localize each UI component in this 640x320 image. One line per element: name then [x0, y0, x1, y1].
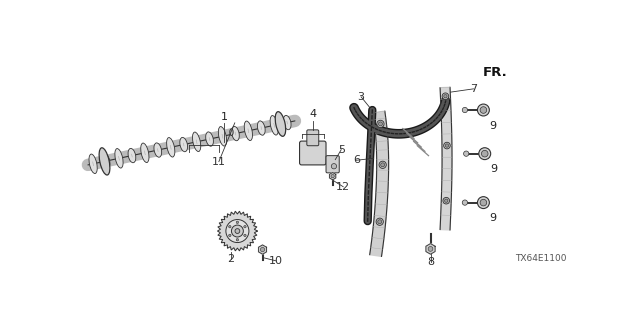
Circle shape: [442, 93, 449, 100]
Ellipse shape: [99, 148, 110, 175]
Circle shape: [443, 197, 449, 204]
Circle shape: [232, 225, 243, 237]
Text: 1: 1: [221, 112, 228, 122]
Circle shape: [226, 220, 249, 243]
Text: TX64E1100: TX64E1100: [515, 254, 566, 263]
Ellipse shape: [232, 126, 239, 141]
Text: 11: 11: [212, 156, 226, 167]
Circle shape: [481, 150, 488, 157]
Circle shape: [477, 197, 490, 209]
Circle shape: [444, 142, 451, 149]
Ellipse shape: [244, 121, 252, 140]
Ellipse shape: [115, 148, 123, 168]
Ellipse shape: [166, 138, 175, 157]
Circle shape: [445, 199, 448, 202]
Circle shape: [462, 108, 468, 113]
Ellipse shape: [141, 143, 149, 163]
Circle shape: [228, 226, 231, 228]
Ellipse shape: [218, 127, 227, 146]
Polygon shape: [426, 244, 435, 254]
Circle shape: [244, 226, 246, 228]
Polygon shape: [259, 245, 266, 254]
Text: 2: 2: [227, 254, 234, 264]
Circle shape: [260, 247, 264, 252]
Ellipse shape: [193, 132, 201, 152]
Circle shape: [378, 220, 381, 224]
FancyBboxPatch shape: [307, 130, 319, 146]
Circle shape: [480, 199, 486, 206]
Circle shape: [428, 246, 433, 251]
Circle shape: [377, 120, 384, 127]
Circle shape: [376, 218, 383, 225]
Text: 12: 12: [336, 182, 350, 192]
Text: 9: 9: [489, 121, 496, 131]
Circle shape: [477, 104, 490, 116]
Ellipse shape: [128, 148, 136, 163]
Ellipse shape: [257, 121, 265, 135]
Text: FR.: FR.: [483, 66, 508, 79]
Ellipse shape: [284, 116, 291, 130]
Ellipse shape: [154, 143, 162, 157]
Circle shape: [236, 221, 239, 223]
Ellipse shape: [205, 132, 213, 146]
FancyBboxPatch shape: [326, 156, 339, 173]
Text: 7: 7: [470, 84, 477, 94]
Text: 5: 5: [338, 145, 345, 155]
Circle shape: [381, 163, 385, 167]
Circle shape: [379, 161, 387, 168]
Circle shape: [479, 148, 491, 160]
Circle shape: [480, 107, 486, 113]
Circle shape: [228, 234, 231, 236]
Circle shape: [462, 200, 468, 205]
Text: 3: 3: [358, 92, 365, 102]
Text: 4: 4: [309, 109, 316, 119]
Circle shape: [331, 174, 334, 178]
Polygon shape: [370, 111, 388, 256]
Text: 6: 6: [353, 155, 360, 165]
Ellipse shape: [89, 154, 97, 173]
Circle shape: [463, 151, 469, 156]
FancyBboxPatch shape: [300, 141, 326, 165]
Polygon shape: [330, 172, 336, 180]
Text: 8: 8: [427, 257, 434, 267]
Text: 9: 9: [489, 213, 496, 223]
Circle shape: [332, 164, 337, 169]
Text: 10: 10: [269, 256, 283, 266]
Ellipse shape: [270, 116, 278, 135]
Ellipse shape: [102, 154, 110, 168]
Circle shape: [244, 234, 246, 236]
Polygon shape: [440, 87, 452, 230]
Ellipse shape: [180, 137, 188, 152]
Circle shape: [445, 144, 449, 147]
Ellipse shape: [230, 129, 233, 135]
Circle shape: [378, 122, 383, 126]
Text: 9: 9: [490, 164, 497, 174]
Polygon shape: [218, 211, 257, 251]
Ellipse shape: [275, 112, 285, 136]
Circle shape: [235, 229, 240, 233]
Circle shape: [444, 95, 447, 98]
Circle shape: [236, 239, 239, 241]
